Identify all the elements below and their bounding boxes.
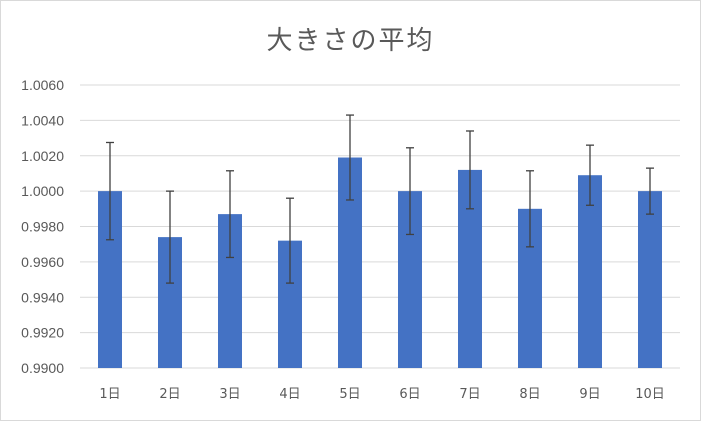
bar — [638, 191, 662, 368]
x-tick-label: 6日 — [399, 387, 420, 402]
error-bar — [286, 197, 294, 284]
y-tick-label: 0.9920 — [21, 325, 64, 341]
y-tick-label: 1.0040 — [21, 112, 64, 128]
y-tick-label: 1.0020 — [21, 148, 64, 164]
x-tick-label: 5日 — [339, 387, 360, 402]
error-bar — [646, 167, 654, 215]
x-tick-label: 2日 — [159, 387, 180, 402]
error-bar — [586, 144, 594, 206]
error-bar — [106, 141, 114, 241]
x-tick-label: 3日 — [219, 387, 240, 402]
error-bar — [166, 190, 174, 284]
y-tick-label: 0.9900 — [21, 360, 64, 376]
error-bar — [466, 130, 474, 210]
y-axis-ticks: 0.9900 0.9920 0.9940 0.9960 0.9980 1.0000 1.00… — [21, 77, 64, 376]
bars — [98, 157, 662, 368]
x-tick-label: 4日 — [279, 387, 300, 402]
x-tick-label: 10日 — [635, 387, 665, 402]
x-tick-label: 9日 — [579, 387, 600, 402]
y-tick-label: 0.9940 — [21, 289, 64, 305]
error-bars — [106, 114, 654, 284]
error-bar — [226, 170, 234, 259]
x-tick-label: 7日 — [459, 387, 480, 402]
x-tick-label: 1日 — [99, 387, 120, 402]
y-tick-label: 1.0000 — [21, 183, 64, 199]
y-tick-label: 1.0060 — [21, 77, 64, 93]
chart-title: 大きさの平均 — [266, 26, 435, 56]
error-bar — [406, 147, 414, 236]
error-bar — [346, 114, 354, 201]
y-tick-label: 0.9960 — [21, 254, 64, 270]
bar — [578, 175, 602, 368]
y-tick-label: 0.9980 — [21, 219, 64, 235]
x-tick-label: 8日 — [519, 387, 540, 402]
x-axis-labels: 1日 2日 3日 4日 5日 6日 7日 8日 9日 10日 — [99, 387, 664, 402]
error-bar — [526, 170, 534, 248]
